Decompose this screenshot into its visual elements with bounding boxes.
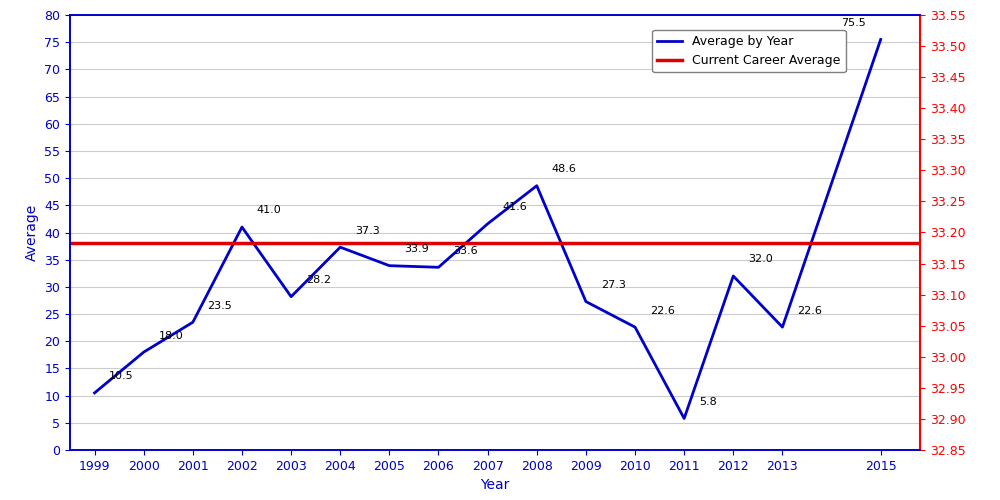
Average by Year [531,182,543,188]
Text: 33.6: 33.6 [453,246,478,256]
Text: 18.0: 18.0 [158,330,183,340]
Text: 75.5: 75.5 [841,18,866,28]
Text: 41.0: 41.0 [257,206,281,216]
Text: 27.3: 27.3 [601,280,626,290]
Average by Year [678,416,690,422]
Text: 48.6: 48.6 [552,164,576,174]
Average by Year [482,221,494,227]
Text: 41.6: 41.6 [502,202,527,212]
Text: 28.2: 28.2 [306,275,331,285]
Text: 23.5: 23.5 [208,300,232,310]
Average by Year [138,349,150,355]
Average by Year [875,36,887,43]
Average by Year [89,390,101,396]
Average by Year [776,324,788,330]
Text: 32.0: 32.0 [748,254,773,264]
Text: 37.3: 37.3 [355,226,380,235]
Text: 22.6: 22.6 [797,306,822,316]
X-axis label: Year: Year [480,478,510,492]
Text: 10.5: 10.5 [109,372,134,382]
Average by Year [383,262,395,268]
Average by Year [187,319,199,325]
Average by Year [727,273,739,279]
Average by Year [285,294,297,300]
Y-axis label: Average: Average [25,204,39,261]
Average by Year [334,244,346,250]
Average by Year [629,324,641,330]
Text: 33.9: 33.9 [404,244,429,254]
Text: 5.8: 5.8 [699,397,717,407]
Line: Average by Year: Average by Year [95,40,881,418]
Legend: Average by Year, Current Career Average: Average by Year, Current Career Average [652,30,846,72]
Average by Year [580,298,592,304]
Text: 22.6: 22.6 [650,306,675,316]
Average by Year [432,264,444,270]
Average by Year [236,224,248,230]
